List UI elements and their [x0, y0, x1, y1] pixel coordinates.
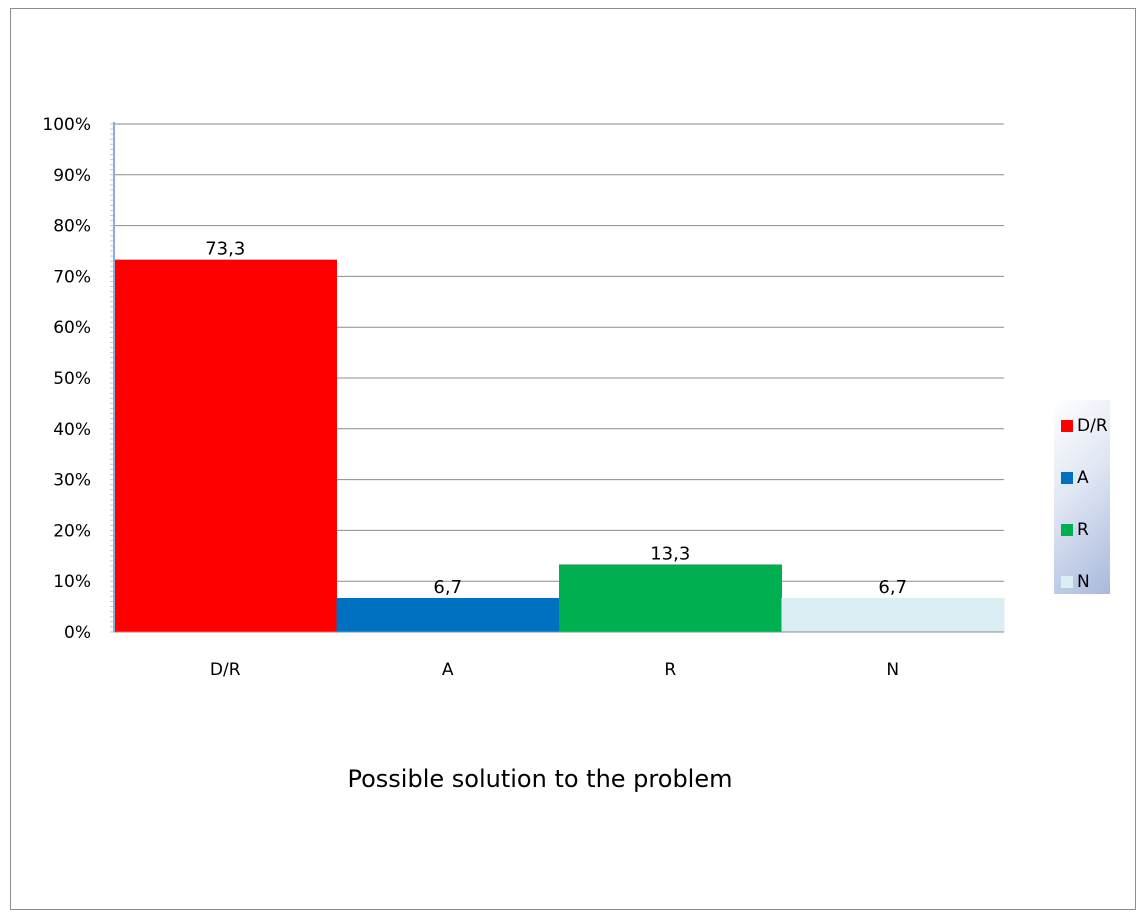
y-tick-label: 0% — [64, 623, 91, 643]
legend-swatch-n — [1061, 575, 1073, 588]
y-tick-label: 30% — [53, 471, 91, 491]
y-tick-label: 40% — [53, 420, 91, 440]
legend-label-r: R — [1077, 519, 1089, 540]
legend-item-a: A — [1061, 466, 1110, 489]
bar — [114, 259, 337, 632]
legend-item-r: R — [1061, 518, 1110, 541]
x-tick-label: A — [442, 660, 454, 680]
y-tick-label: 70% — [53, 267, 91, 287]
data-label: 6,7 — [433, 577, 462, 598]
y-tick-label: 20% — [53, 521, 91, 541]
legend-swatch-r — [1061, 523, 1073, 536]
bar — [559, 564, 782, 632]
x-tick-label: N — [886, 660, 899, 680]
axes — [110, 122, 1004, 633]
legend: D/R A R N — [1054, 400, 1110, 594]
y-tick-label: 10% — [53, 572, 91, 592]
bar — [336, 597, 560, 632]
legend-item-dr: D/R — [1061, 414, 1110, 437]
chart-title: Possible solution to the problem — [347, 765, 733, 793]
legend-item-n: N — [1061, 570, 1110, 593]
x-tick-label: R — [664, 660, 676, 680]
x-tick-label: D/R — [210, 660, 241, 680]
y-axis-ticks: 0% 10% 20% 30% 40% 50% 60% 70% 80% 90% 100% — [42, 115, 91, 643]
data-labels: 73,3 6,7 13,3 6,7 — [205, 239, 907, 598]
y-tick-label: 80% — [53, 217, 91, 237]
legend-swatch-dr — [1061, 419, 1073, 432]
legend-label-dr: D/R — [1077, 415, 1108, 436]
bar — [781, 597, 1005, 632]
y-tick-label: 100% — [42, 115, 91, 135]
data-label: 6,7 — [878, 577, 907, 598]
legend-swatch-a — [1061, 471, 1073, 484]
y-tick-label: 90% — [53, 166, 91, 186]
bars — [114, 259, 1005, 632]
y-tick-label: 60% — [53, 318, 91, 338]
data-label: 13,3 — [650, 543, 690, 564]
x-axis-ticks: D/R A R N — [210, 660, 899, 680]
y-tick-label: 50% — [53, 369, 91, 389]
legend-label-a: A — [1077, 467, 1089, 488]
data-label: 73,3 — [205, 239, 245, 260]
legend-label-n: N — [1077, 571, 1090, 592]
